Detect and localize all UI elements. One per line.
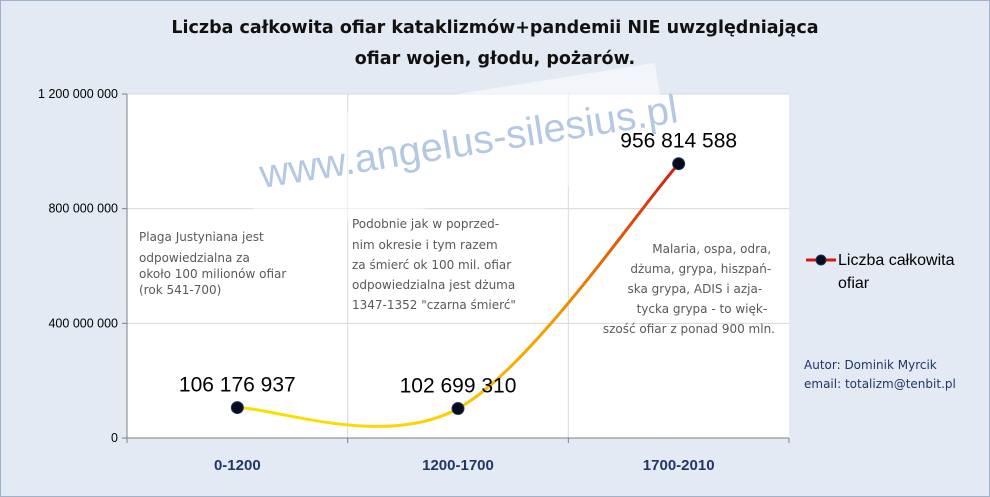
data-label: 956 814 588 [620, 130, 737, 153]
axes [122, 93, 790, 443]
annotation-2: Podobnie jak w poprzed- nim okresie i ty… [352, 217, 519, 312]
y-tick-labels: 0 400 000 000 800 000 000 1 200 000 000 [38, 87, 118, 445]
x-tick-label: 1200-1700 [422, 457, 494, 474]
author-block: Autor: Dominik Myrcik email: totalizm@te… [804, 358, 956, 391]
annotation-2-line-3: za śmierć ok 100 mil. ofiar [352, 258, 511, 272]
annotation-1-line-3: około 100 milionów ofiar [139, 267, 286, 281]
annotation-1-line-1: Plaga Justyniana jest [139, 230, 264, 244]
annotation-1: Plaga Justyniana jest odpowiedzialna za … [139, 230, 290, 297]
annotation-3-line-3: ska grypa, ADIS i azja- [628, 282, 763, 296]
annotation-1-line-2: odpowiedzialna za [139, 251, 250, 265]
data-label: 102 699 310 [400, 375, 517, 398]
data-point [672, 157, 686, 171]
annotation-3-line-5: szość ofiar z ponad 900 mln. [603, 322, 775, 336]
chart-title: Liczba całkowita ofiar kataklizmów+pande… [171, 18, 818, 38]
legend-label: Liczba całkowita ofiar [838, 252, 959, 292]
legend-marker-swatch [815, 254, 827, 266]
data-label: 106 176 937 [179, 374, 296, 397]
x-tick-label: 0-1200 [214, 457, 261, 474]
legend-label-line-2: ofiar [838, 275, 870, 292]
annotation-2-line-1: Podobnie jak w poprzed- [352, 217, 499, 231]
author-email: email: totalizm@tenbit.pl [804, 377, 956, 391]
legend-label-line-1: Liczba całkowita [838, 252, 955, 269]
y-tick-label: 400 000 000 [48, 316, 118, 330]
series-markers [230, 157, 686, 416]
grid [127, 93, 789, 438]
annotation-1-line-4: (rok 541-700) [139, 283, 221, 297]
y-tick-label: 0 [111, 431, 118, 445]
annotation-2-line-4: odpowiedzialna jest dżuma [352, 278, 515, 292]
annotation-3-line-4: tycka grypa - to więk- [637, 302, 768, 316]
chart-subtitle: ofiar wojen, głodu, pożarów. [355, 49, 635, 69]
watermark-band [240, 62, 672, 236]
legend: Liczba całkowita ofiar [806, 252, 959, 292]
annotation-3: Malaria, ospa, odra, dżuma, grypa, hiszp… [603, 242, 775, 336]
annotation-3-line-1: Malaria, ospa, odra, [652, 242, 771, 256]
data-point [451, 402, 465, 416]
y-tick-label: 1 200 000 000 [38, 87, 118, 101]
annotation-2-line-2: nim okresie i tym razem [352, 238, 498, 252]
data-point [230, 401, 244, 415]
data-labels: 106 176 937 102 699 310 956 814 588 [179, 130, 737, 398]
annotation-3-line-2: dżuma, grypa, hiszpań- [630, 262, 771, 276]
series-line [235, 162, 681, 428]
x-tick-label: 1700-2010 [643, 457, 715, 474]
annotation-2-line-5: 1347-1352 "czarna śmierć" [352, 298, 516, 312]
author-line: Autor: Dominik Myrcik [804, 358, 937, 372]
y-tick-label: 800 000 000 [48, 202, 118, 216]
x-tick-labels: 0-1200 1200-1700 1700-2010 [214, 457, 715, 474]
